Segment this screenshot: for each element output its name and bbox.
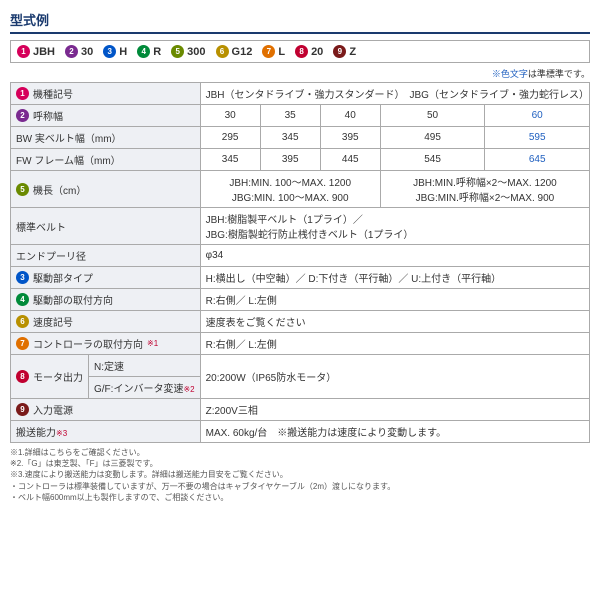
legend-label: 20: [311, 46, 323, 58]
legend-item: 230: [65, 45, 93, 58]
legend-circle: 8: [295, 45, 308, 58]
row-circle: 8: [16, 370, 29, 383]
legend-circle: 9: [333, 45, 346, 58]
legend-label: G12: [232, 46, 253, 58]
row-circle: 6: [16, 315, 29, 328]
row-circle: 9: [16, 403, 29, 416]
row-circle: 1: [16, 87, 29, 100]
legend-item: 6G12: [216, 45, 253, 58]
legend-circle: 7: [262, 45, 275, 58]
legend-item: 7L: [262, 45, 285, 58]
legend-label: L: [278, 46, 285, 58]
legend-item: 5300: [171, 45, 205, 58]
row-circle: 7: [16, 337, 29, 350]
row-circle: 4: [16, 293, 29, 306]
legend-circle: 4: [137, 45, 150, 58]
row-circle: 3: [16, 271, 29, 284]
legend-label: H: [119, 46, 127, 58]
legend-row: 1JBH2303H4R53006G127L8209Z: [10, 40, 590, 63]
legend-circle: 2: [65, 45, 78, 58]
legend-item: 1JBH: [17, 45, 55, 58]
legend-circle: 1: [17, 45, 30, 58]
legend-item: 9Z: [333, 45, 356, 58]
legend-circle: 6: [216, 45, 229, 58]
legend-label: 30: [81, 46, 93, 58]
section-title: 型式例: [10, 10, 590, 34]
top-note: ※色文字は準標準です。: [10, 67, 590, 80]
legend-circle: 5: [171, 45, 184, 58]
row-circle: 2: [16, 109, 29, 122]
row-circle: 5: [16, 183, 29, 196]
spec-table: 1機種記号 JBH（センタドライブ・強力スタンダード） JBG（センタドライブ・…: [10, 82, 590, 443]
legend-item: 820: [295, 45, 323, 58]
legend-label: R: [153, 46, 161, 58]
legend-circle: 3: [103, 45, 116, 58]
legend-label: JBH: [33, 46, 55, 58]
legend-item: 3H: [103, 45, 127, 58]
legend-label: 300: [187, 46, 205, 58]
footnotes: ※1.詳細はこちらをご確認ください。※2.「G」は東芝製、「F」は三菱製です。※…: [10, 447, 590, 503]
legend-item: 4R: [137, 45, 161, 58]
legend-label: Z: [349, 46, 356, 58]
